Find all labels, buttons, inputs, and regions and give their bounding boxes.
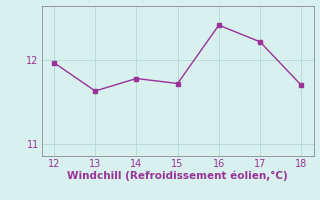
X-axis label: Windchill (Refroidissement éolien,°C): Windchill (Refroidissement éolien,°C) — [67, 170, 288, 181]
